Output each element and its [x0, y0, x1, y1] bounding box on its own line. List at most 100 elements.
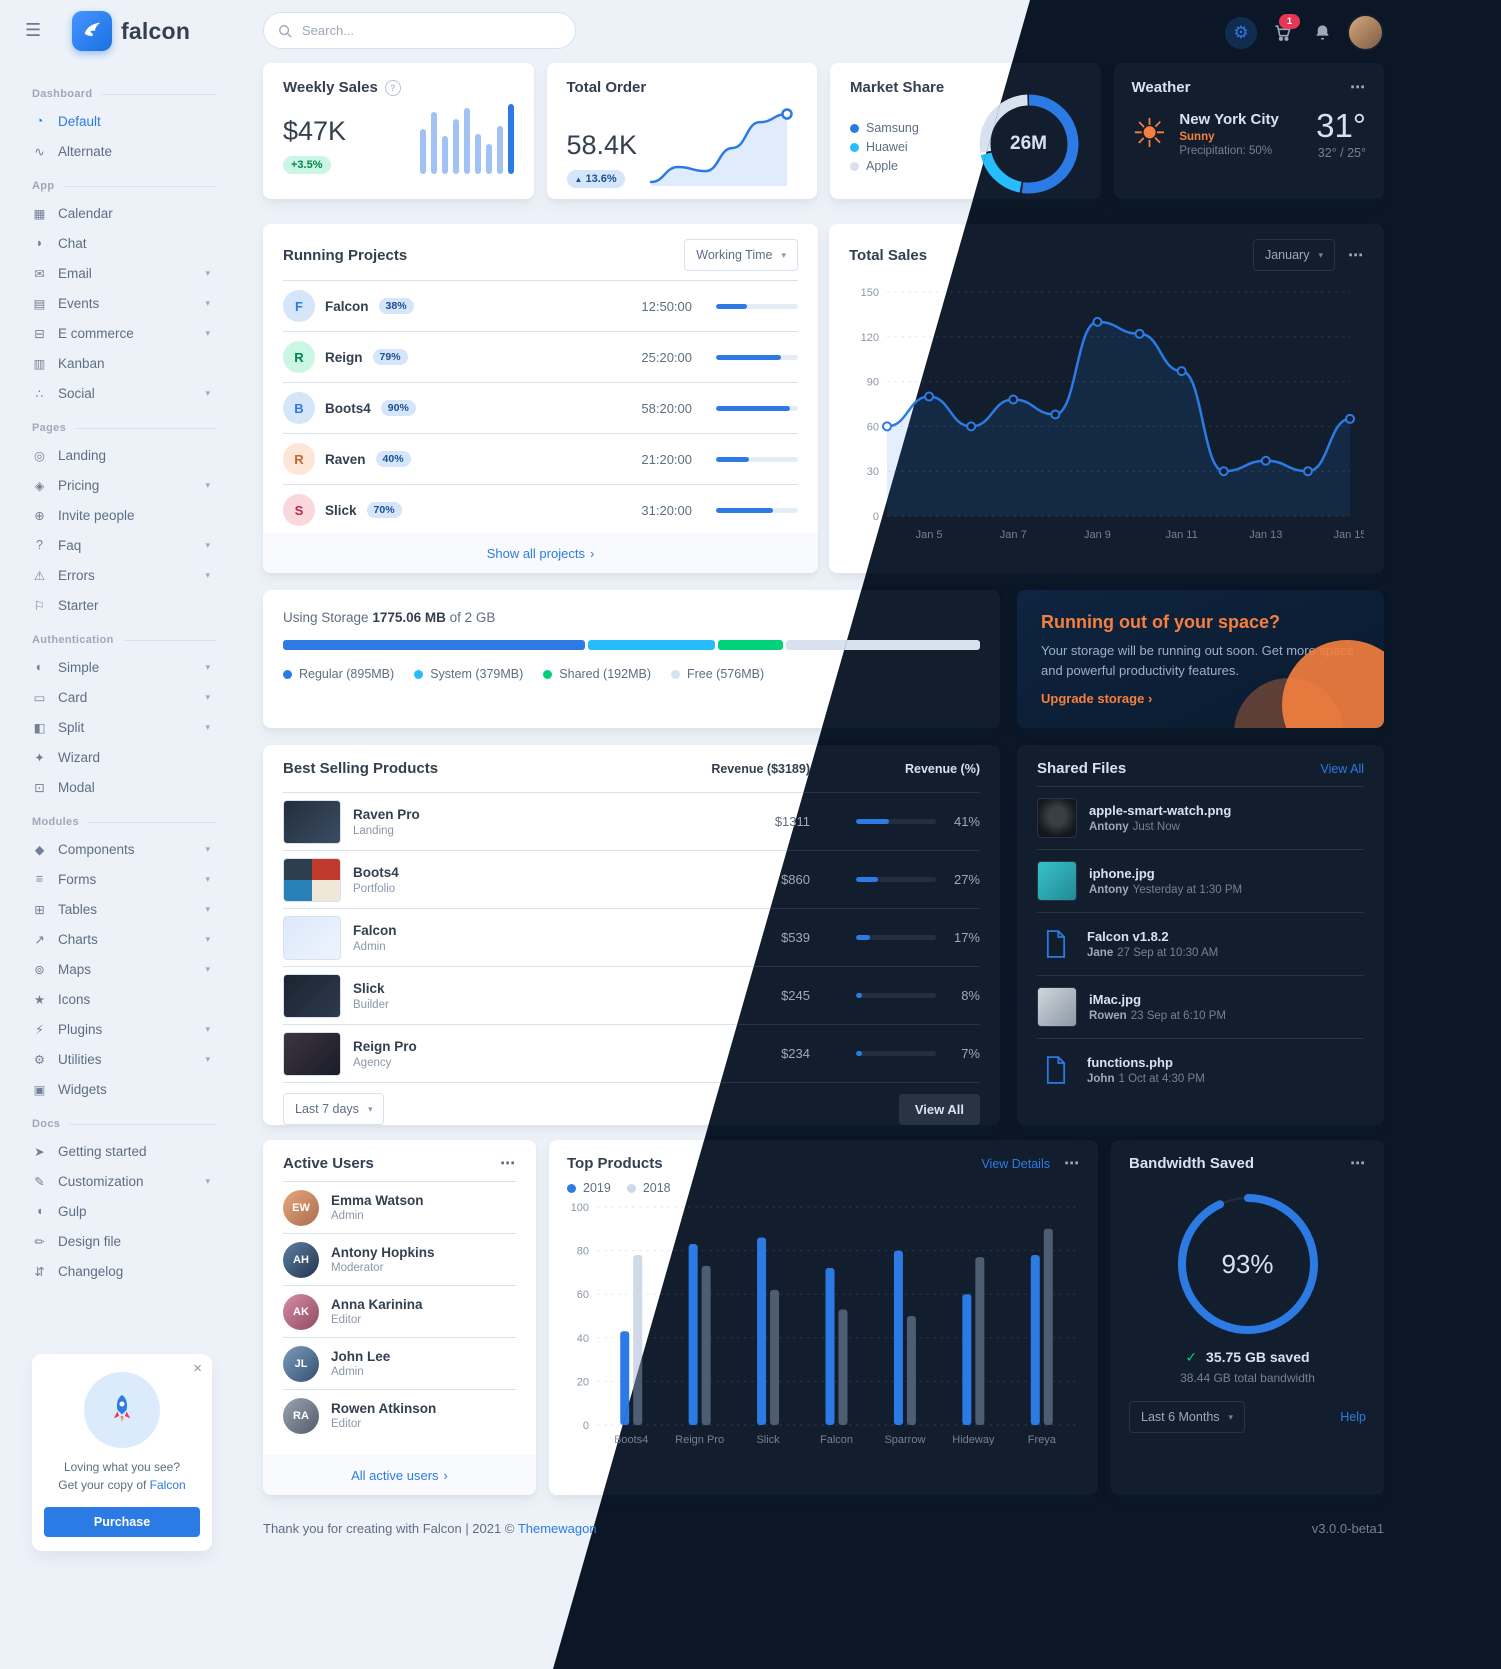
sidebar-item[interactable]: ◈ Pricing ▾: [32, 470, 216, 500]
view-all-button[interactable]: View All: [898, 1093, 980, 1125]
themewagon-link[interactable]: Themewagon: [517, 1521, 597, 1536]
warning-icon: ⚠: [33, 568, 46, 583]
sidebar-item[interactable]: ▥ Kanban: [33, 355, 105, 371]
user-name[interactable]: Rowen Atkinson: [331, 1401, 437, 1416]
product-name[interactable]: Slick: [353, 980, 385, 996]
sidebar-item[interactable]: ✏ Design file: [32, 1226, 216, 1256]
info-icon[interactable]: ?: [384, 79, 401, 96]
close-icon[interactable]: ×: [193, 1359, 202, 1377]
ellipsis-menu-icon[interactable]: ⋯: [500, 1155, 516, 1172]
ellipsis-menu-icon[interactable]: ⋯: [1350, 1155, 1366, 1172]
ellipsis-menu-icon[interactable]: ⋯: [1348, 246, 1364, 264]
sidebar-item[interactable]: ∿ Alternate: [32, 136, 216, 166]
product-revenue-pct: 41%: [953, 814, 980, 829]
sidebar-item[interactable]: ⊕ Invite people: [32, 500, 216, 530]
purchase-button[interactable]: Purchase: [44, 1507, 200, 1537]
user-avatar[interactable]: [1347, 14, 1384, 51]
nav-section-label: Docs: [32, 1118, 216, 1130]
sidebar-item[interactable]: ➤ Getting started: [32, 1136, 216, 1166]
product-revenue-bar: [856, 935, 936, 940]
svg-text:Jan 5: Jan 5: [916, 529, 943, 541]
ellipsis-menu-icon[interactable]: ⋯: [1350, 79, 1366, 96]
sidebar-item[interactable]: ◖ Gulp: [32, 1196, 216, 1226]
show-all-projects-link[interactable]: Show all projects ›: [263, 533, 818, 573]
working-time-select[interactable]: Working Time ▾: [684, 239, 798, 271]
sidebar-item[interactable]: ↗ Charts ▾: [32, 924, 216, 954]
upgrade-storage-link[interactable]: Upgrade storage ›: [1041, 691, 1153, 707]
question-icon: ?: [36, 538, 43, 552]
product-name[interactable]: Boots4: [353, 864, 399, 880]
view-details-link[interactable]: View Details: [981, 1156, 1050, 1171]
product-row: Raven Pro Landing $1311 41%: [283, 792, 980, 850]
sidebar-item[interactable]: ▭ Card ▾: [32, 682, 216, 712]
sidebar-item[interactable]: ◗ Chat: [32, 228, 216, 258]
user-name[interactable]: Anna Karinina: [331, 1297, 423, 1312]
sidebar-item[interactable]: ★ Icons: [33, 991, 91, 1007]
svg-text:90: 90: [867, 377, 879, 389]
help-link[interactable]: Help: [1340, 1410, 1366, 1424]
chevron-down-icon: ▾: [205, 539, 210, 550]
settings-gear-icon[interactable]: ⚙: [1225, 16, 1257, 49]
sidebar-item[interactable]: ⊡ Modal: [32, 772, 216, 802]
sidebar-item[interactable]: ⊟ E commerce ▾: [32, 318, 216, 348]
market-share-legend: Samsung Huawei Apple: [850, 121, 919, 173]
sidebar-item[interactable]: ✉ Email ▾: [32, 258, 216, 288]
falcon-link[interactable]: Falcon: [149, 1478, 186, 1493]
sidebar-item[interactable]: ✦ Wizard: [32, 742, 216, 772]
sidebar-item[interactable]: ▣ Widgets: [33, 1081, 107, 1097]
sidebar-item[interactable]: ▤ Events ▾: [32, 288, 216, 318]
product-name[interactable]: Falcon: [353, 922, 397, 938]
notifications-bell-icon[interactable]: [1307, 18, 1337, 48]
sidebar-item[interactable]: ⚙ Utilities ▾: [32, 1044, 216, 1074]
user-avatar: AK: [283, 1293, 319, 1330]
product-name[interactable]: Raven Pro: [353, 806, 420, 822]
last-6-months-select[interactable]: Last 6 Months ▾: [1129, 1401, 1246, 1433]
top-products-legend: 2019 2018: [567, 1181, 1080, 1195]
file-icon: [1037, 1056, 1075, 1084]
sidebar-item[interactable]: ◔ Default: [32, 106, 216, 136]
sidebar-item[interactable]: ⚡ Plugins ▾: [32, 1014, 216, 1044]
user-name[interactable]: John Lee: [331, 1349, 391, 1364]
card-title: Best Selling Products: [283, 760, 439, 777]
sidebar-item[interactable]: ⊚ Maps ▾: [32, 954, 216, 984]
month-select[interactable]: January ▾: [1252, 239, 1335, 271]
view-all-link[interactable]: View All: [1320, 761, 1364, 776]
falcon-logo[interactable]: falcon: [72, 11, 190, 51]
ellipsis-menu-icon[interactable]: ⋯: [1064, 1155, 1080, 1172]
sidebar-item[interactable]: ▦ Calendar: [33, 205, 113, 221]
project-list: F Falcon 38% 12:50:00 R Reign 79% 25:20:…: [283, 280, 798, 535]
top-products-chart: 0 20 40 60 80 100 Boots4 Reign Pro Slick Falcon Sp…: [567, 1199, 1080, 1451]
sidebar-item[interactable]: ⚐ Starter: [33, 597, 99, 613]
user-name[interactable]: Antony Hopkins: [331, 1245, 435, 1260]
events-icon: ▤: [33, 296, 46, 311]
all-active-users-link[interactable]: All active users ›: [263, 1455, 536, 1495]
sidebar-item[interactable]: ◆ Components ▾: [32, 834, 216, 864]
weekly-sales-chart: [386, 104, 514, 174]
hamburger-menu-icon[interactable]: ☰: [25, 20, 42, 40]
sidebar-item[interactable]: ✎ Customization ▾: [32, 1166, 216, 1196]
sidebar-item[interactable]: ≡ Forms ▾: [32, 864, 216, 894]
sidebar-item[interactable]: ◐ Simple ▾: [32, 652, 216, 682]
sidebar-item[interactable]: ⚠ Errors ▾: [32, 560, 216, 590]
sidebar-item[interactable]: ◧ Split ▾: [32, 712, 216, 742]
search-input[interactable]: [300, 22, 561, 39]
split-icon: ◧: [33, 720, 46, 735]
chevron-down-icon: ▾: [205, 479, 210, 490]
user-name[interactable]: Emma Watson: [331, 1193, 424, 1208]
chat-icon: ◗: [35, 236, 44, 250]
product-name[interactable]: Reign Pro: [353, 1038, 417, 1054]
sidebar-item[interactable]: ⊞ Tables ▾: [32, 894, 216, 924]
cart-icon[interactable]: 1: [1267, 13, 1300, 48]
sidebar-item[interactable]: ∴ Social ▾: [32, 378, 216, 408]
storage-title: Using Storage 1775.06 MB of 2 GB: [283, 610, 496, 625]
sidebar-item[interactable]: ⇵ Changelog: [32, 1256, 216, 1286]
last-7-days-select[interactable]: Last 7 days ▾: [283, 1093, 385, 1125]
product-thumbnail: [283, 973, 341, 1018]
sidebar-item[interactable]: ? Faq ▾: [32, 530, 216, 560]
sidebar-item[interactable]: ◎ Landing: [32, 440, 216, 470]
